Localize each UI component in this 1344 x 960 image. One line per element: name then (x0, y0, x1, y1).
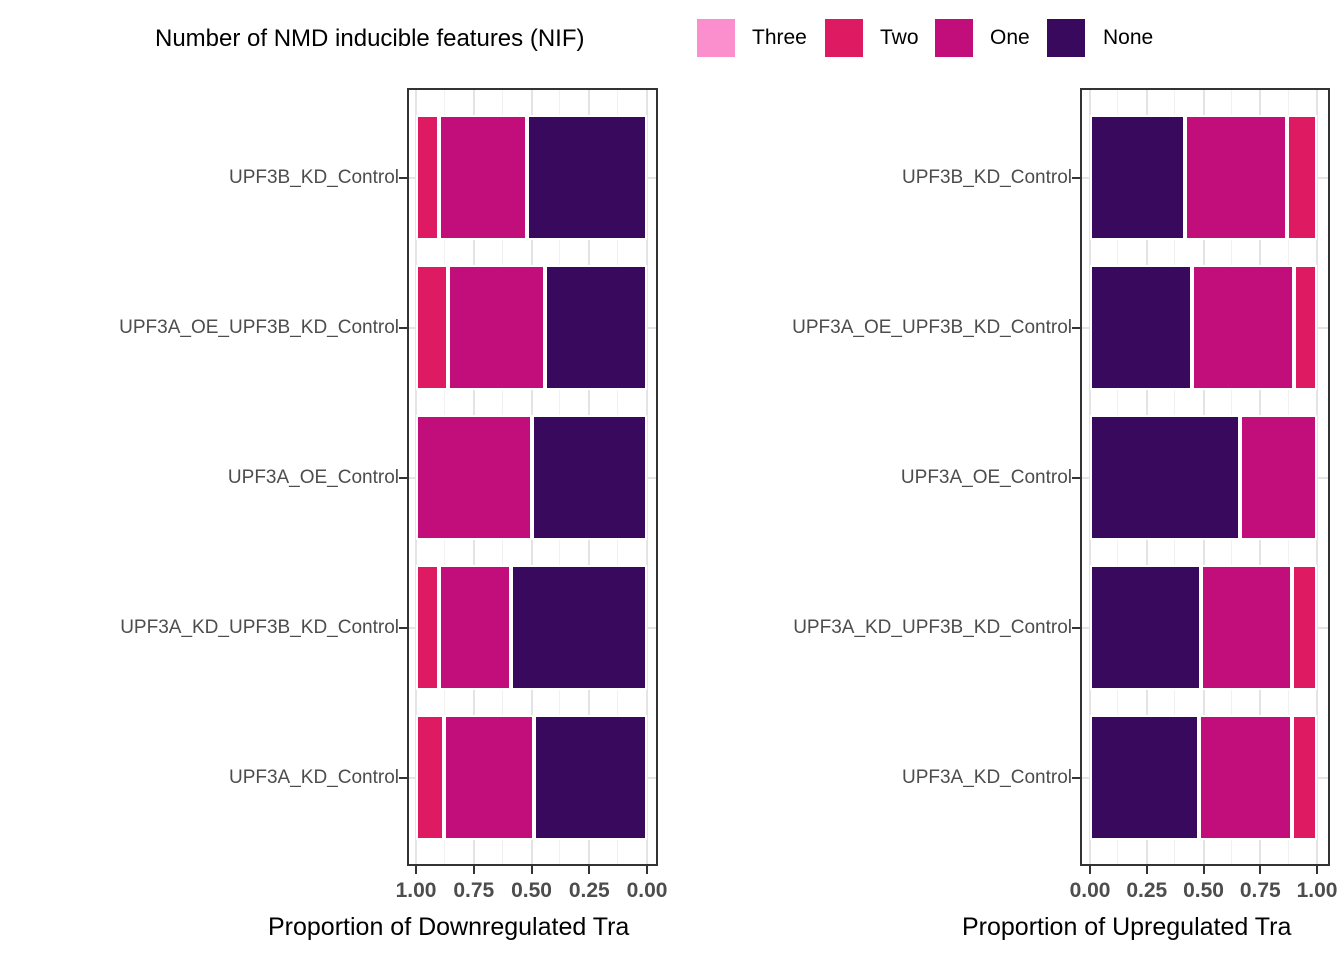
y-axis-label: UPF3A_KD_UPF3B_KD_Control (120, 616, 399, 638)
y-axis-label: UPF3A_OE_Control (900, 466, 1072, 488)
x-axis-tick (646, 866, 648, 874)
y-axis-tick (399, 326, 407, 329)
bar-segment-one (1239, 415, 1317, 540)
bar-segment-one (1185, 115, 1288, 240)
y-axis-label: UPF3A_KD_UPF3B_KD_Control (793, 616, 1072, 638)
legend-title: Number of NMD inducible features (NIF) (155, 25, 585, 52)
y-axis-label: UPF3B_KD_Control (901, 166, 1072, 188)
x-axis-tick (588, 866, 591, 874)
y-axis-tick (1072, 626, 1080, 629)
x-axis-tick-label: 0.50 (511, 879, 552, 902)
y-axis-tick (1072, 176, 1080, 179)
x-axis-tick (1259, 866, 1262, 874)
x-axis-tick (1316, 866, 1318, 874)
legend-item-label: Three (752, 26, 807, 49)
y-axis-tick (399, 176, 407, 179)
x-axis-tick-label: 0.25 (1126, 879, 1168, 902)
x-axis-tick (1145, 866, 1148, 874)
bar-segment-two (416, 715, 444, 840)
bar-segment-none (526, 115, 647, 240)
y-axis-label: UPF3B_KD_Control (228, 166, 399, 188)
x-axis-tick (530, 866, 533, 874)
bar-segment-none (1090, 565, 1202, 690)
bar-segment-none (1090, 115, 1186, 240)
bar-segment-two (1292, 565, 1317, 690)
x-axis-title-upregulated: Proportion of Upregulated Tra (962, 913, 1292, 941)
y-axis-label: UPF3A_KD_Control (901, 766, 1072, 788)
x-axis-tick (472, 866, 475, 874)
x-axis-tick-label: 1.00 (395, 879, 437, 902)
y-axis-tick (1072, 776, 1080, 779)
y-axis-label: UPF3A_OE_Control (227, 466, 399, 488)
bar-segment-one (443, 715, 534, 840)
x-axis-tick (1089, 866, 1091, 874)
x-axis-tick-label: 0.75 (453, 879, 495, 902)
bar-segment-none (1090, 715, 1199, 840)
y-axis-tick (1072, 326, 1080, 329)
bar-segment-none (1090, 415, 1240, 540)
bar-segment-two (416, 565, 440, 690)
legend-item-label: One (990, 26, 1030, 49)
bar-segment-one (1201, 565, 1293, 690)
x-axis-title-downregulated: Proportion of Downregulated Tra (268, 913, 630, 941)
x-axis-tick-label: 0.25 (568, 879, 610, 902)
x-axis-tick (1202, 866, 1205, 874)
bar-segment-none (1090, 265, 1193, 390)
x-axis-tick-label: 0.00 (626, 879, 668, 902)
x-axis-tick-label: 0.50 (1183, 879, 1224, 902)
legend-item-label: Two (880, 26, 919, 49)
legend-swatch-three-icon (697, 19, 735, 57)
x-axis-tick-label: 0.75 (1239, 879, 1281, 902)
bar-segment-one (439, 115, 527, 240)
x-axis-tick (415, 866, 417, 874)
legend-swatch-two-icon (825, 19, 863, 57)
bar-segment-none (531, 415, 647, 540)
bar-segment-one (1192, 265, 1295, 390)
y-axis-label: UPF3A_OE_UPF3B_KD_Control (119, 316, 399, 338)
bar-segment-none (510, 565, 647, 690)
bar-segment-one (1198, 715, 1293, 840)
bar-segment-one (416, 415, 532, 540)
bar-segment-two (1287, 115, 1317, 240)
bar-segment-one (439, 565, 511, 690)
y-axis-tick (399, 776, 407, 779)
legend-swatch-none-icon (1047, 19, 1085, 57)
y-axis-label: UPF3A_OE_UPF3B_KD_Control (792, 316, 1072, 338)
x-axis-tick-label: 0.00 (1069, 879, 1111, 902)
bar-segment-two (1292, 715, 1317, 840)
y-axis-tick (399, 626, 407, 629)
bar-segment-two (416, 115, 440, 240)
y-axis-label: UPF3A_KD_Control (228, 766, 399, 788)
bar-segment-none (533, 715, 647, 840)
legend-swatch-one-icon (935, 19, 973, 57)
x-axis-tick-label: 1.00 (1296, 879, 1338, 902)
bar-segment-none (545, 265, 647, 390)
bar-segment-two (416, 265, 449, 390)
bar-segment-one (448, 265, 546, 390)
legend-item-label: None (1103, 26, 1154, 49)
y-axis-tick (399, 476, 407, 479)
y-axis-tick (1072, 476, 1080, 479)
bar-segment-two (1294, 265, 1317, 390)
